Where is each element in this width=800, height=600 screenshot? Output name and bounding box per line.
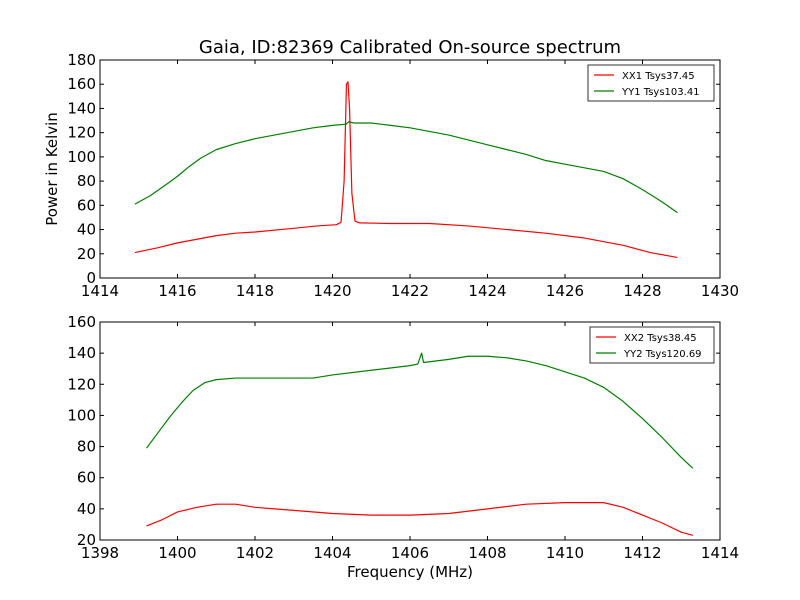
y-tick-label: 80 — [77, 438, 96, 456]
series-line-xx1 — [134, 81, 678, 259]
y-tick-label: 180 — [67, 51, 96, 69]
x-tick-label: 1424 — [468, 282, 506, 300]
series-line-xx2 — [146, 502, 694, 536]
legend-entry: YY2 Tsys120.69 — [623, 349, 702, 360]
plot-panels: 1414 1416 1418 1420 1422 1424 1426 1428 1430 0 20 4… — [67, 51, 739, 562]
x-tick-label: 1414 — [701, 544, 739, 562]
x-tick-label: 1420 — [313, 282, 351, 300]
y-tick-label: 40 — [77, 221, 96, 239]
y-tick-label: 40 — [77, 500, 96, 518]
y-tick-label: 80 — [77, 172, 96, 190]
x-tick-label: 1398 — [81, 544, 119, 562]
y-tick-label: 20 — [77, 245, 96, 263]
legend: XX1 Tsys37.45 YY1 Tsys103.41 — [587, 64, 715, 102]
x-tick-label: 1410 — [546, 544, 584, 562]
legend: XX2 Tsys38.45 YY2 Tsys120.69 — [589, 326, 715, 364]
y-tick-label: 120 — [67, 124, 96, 142]
x-tick-label: 1422 — [391, 282, 429, 300]
x-tick-label: 1402 — [236, 544, 274, 562]
y-tick-label: 20 — [77, 531, 96, 549]
legend-box — [589, 326, 715, 364]
x-tick-label: 1414 — [81, 282, 119, 300]
x-tick-label: 1404 — [313, 544, 351, 562]
x-tick-label: 1430 — [701, 282, 739, 300]
y-tick-label: 100 — [67, 406, 96, 424]
y-tick-label: 160 — [67, 313, 96, 331]
series-line-yy2 — [146, 352, 694, 469]
legend-entry: XX1 Tsys37.45 — [622, 71, 695, 82]
y-tick-label: 60 — [77, 469, 96, 487]
x-tick-label: 1426 — [546, 282, 584, 300]
legend-entry: YY1 Tsys103.41 — [621, 87, 700, 98]
x-tick-label: 1406 — [391, 544, 429, 562]
x-tick-label: 1428 — [623, 282, 661, 300]
x-tick-label: 1400 — [158, 544, 196, 562]
x-tick-label: 1412 — [623, 544, 661, 562]
legend-box — [587, 64, 715, 102]
y-tick-label: 160 — [67, 75, 96, 93]
panel-2: 1398 1400 1402 1404 1406 1408 1410 1412 1414 20 40… — [67, 313, 739, 562]
series-line-yy1 — [134, 121, 678, 214]
x-tick-label: 1416 — [158, 282, 196, 300]
y-axis-label: Power in Kelvin — [43, 112, 61, 226]
y-tick-label: 140 — [67, 344, 96, 362]
y-tick-label: 120 — [67, 375, 96, 393]
y-tick-label: 140 — [67, 99, 96, 117]
y-tick-label: 100 — [67, 148, 96, 166]
panel-1: 1414 1416 1418 1420 1422 1424 1426 1428 1430 0 20 4… — [67, 51, 739, 300]
y-tick-label: 0 — [86, 269, 96, 287]
legend-entry: XX2 Tsys38.45 — [624, 333, 697, 344]
y-tick-label: 60 — [77, 196, 96, 214]
x-tick-label: 1408 — [468, 544, 506, 562]
x-tick-label: 1418 — [236, 282, 274, 300]
x-axis-label: Frequency (MHz) — [347, 563, 473, 581]
chart-title: Gaia, ID:82369 Calibrated On-source spec… — [199, 37, 621, 58]
